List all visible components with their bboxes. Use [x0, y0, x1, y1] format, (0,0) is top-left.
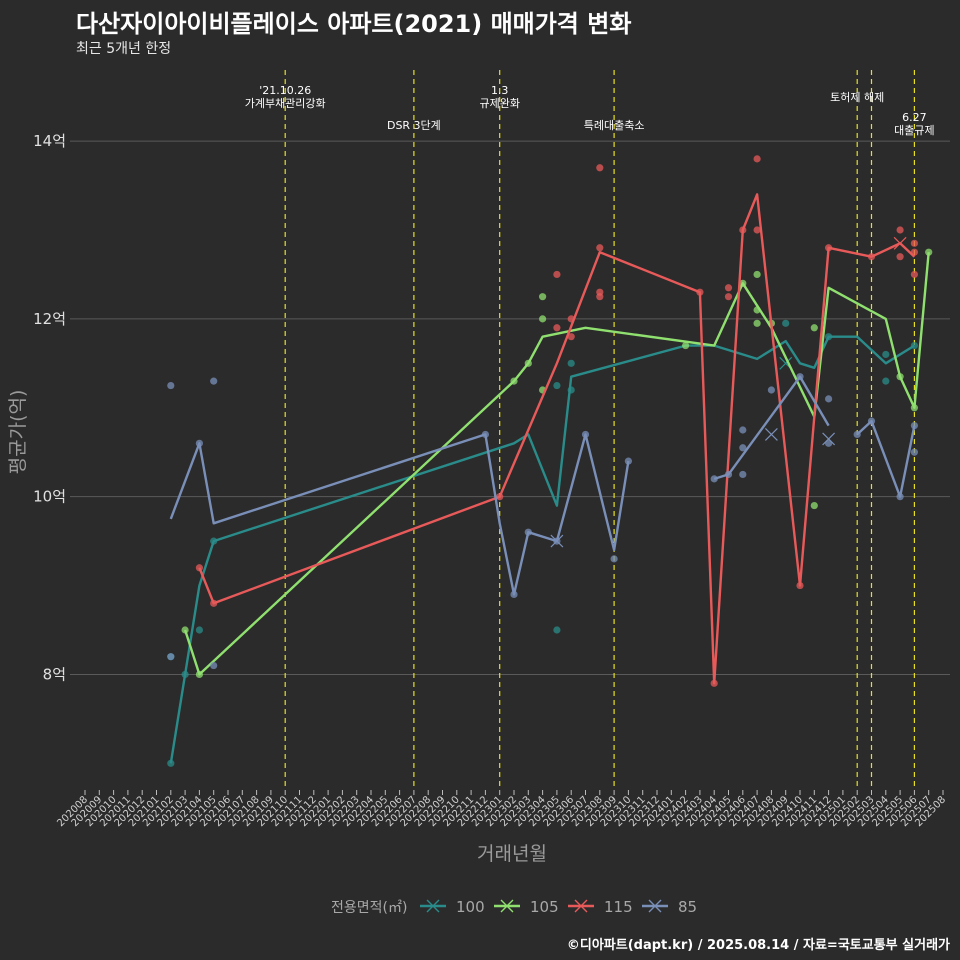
series-85 — [167, 373, 919, 670]
data-point — [167, 653, 175, 661]
legend-item-85: 85 — [642, 898, 697, 916]
data-point — [896, 253, 904, 261]
legend-swatch-cross — [574, 899, 588, 913]
data-point — [753, 319, 761, 327]
event-label: 가계부채관리강화 — [245, 97, 326, 110]
series-105 — [181, 248, 933, 679]
legend-label: 100 — [456, 898, 485, 916]
legend-item-115: 115 — [568, 898, 633, 916]
series-line — [856, 419, 916, 498]
series-line — [169, 433, 630, 596]
y-tick-label: 14억 — [33, 132, 66, 150]
data-point — [753, 226, 761, 234]
data-point — [739, 426, 747, 434]
legend-label: 115 — [604, 898, 633, 916]
data-point — [596, 164, 604, 172]
source-caption: ©디아파트(dapt.kr) / 2025.08.14 / 자료=국토교통부 실… — [566, 938, 950, 953]
event-label: 1.3 — [491, 84, 509, 97]
data-point — [210, 661, 218, 670]
data-point — [910, 421, 919, 430]
chart-subtitle: 최근 5개년 한정 — [76, 41, 172, 57]
event-label: DSR 3단계 — [387, 119, 441, 132]
data-point — [882, 350, 890, 359]
data-point — [539, 315, 547, 323]
data-point — [724, 284, 733, 292]
legend-swatch-cross — [648, 899, 662, 913]
event-label: 특례대출축소 — [584, 119, 645, 132]
median-marker — [764, 428, 778, 441]
event-label: '21.10.26 — [259, 84, 311, 97]
legend-title: 전용면적(㎡) — [331, 900, 407, 916]
data-point — [810, 501, 818, 510]
y-axis: 8억 10억 12억 14억 — [33, 132, 66, 683]
data-point — [810, 324, 818, 332]
y-tick-label: 12억 — [33, 310, 66, 328]
data-point — [553, 324, 561, 332]
data-point — [553, 270, 561, 279]
data-point — [610, 555, 618, 563]
data-point — [539, 293, 547, 301]
series-group — [167, 155, 933, 767]
event-label: 규제완화 — [479, 97, 519, 110]
series-line — [183, 252, 930, 676]
y-tick-label: 10억 — [33, 488, 66, 506]
data-point — [553, 626, 561, 634]
series-115 — [195, 155, 919, 687]
data-point — [767, 386, 776, 394]
data-point — [910, 239, 919, 247]
legend-swatch-cross — [426, 899, 440, 913]
data-point — [910, 270, 919, 279]
legend-item-100: 100 — [420, 898, 485, 916]
data-point — [567, 359, 575, 367]
data-point — [753, 155, 761, 163]
chart-title: 다산자이아이비플레이스 아파트(2021) 매매가격 변화 — [76, 10, 632, 38]
y-tick-label: 8억 — [43, 665, 66, 683]
median-marker — [822, 432, 836, 446]
data-point — [753, 270, 761, 279]
data-point — [567, 333, 575, 341]
x-axis-title: 거래년월 — [477, 843, 547, 865]
data-point — [195, 626, 203, 634]
data-point — [782, 319, 790, 327]
data-point — [896, 226, 904, 234]
event-label: 대출규제 — [894, 124, 934, 137]
data-point — [910, 448, 919, 456]
data-point — [882, 377, 890, 385]
median-marker — [893, 236, 907, 250]
data-point — [739, 470, 747, 479]
legend-label: 85 — [678, 898, 697, 916]
data-point — [167, 381, 175, 390]
grid-lines — [70, 140, 950, 675]
series-line — [713, 375, 830, 481]
y-axis-title: 평균가(억) — [7, 390, 29, 475]
legend-label: 105 — [530, 898, 559, 916]
x-axis: 2020082020092020102020112020122021012021… — [55, 790, 948, 829]
legend-item-105: 105 — [494, 898, 559, 916]
series-line — [169, 335, 916, 764]
data-point — [724, 293, 733, 301]
data-point — [825, 395, 833, 403]
legend: 전용면적(㎡) 100 105 115 85 — [331, 898, 697, 916]
series-line — [198, 193, 916, 685]
data-point — [739, 444, 747, 452]
data-point — [210, 377, 218, 385]
event-label: 토허제 해제 — [830, 90, 884, 104]
event-label: 6.27 — [902, 111, 927, 124]
median-marker — [550, 534, 564, 548]
data-point — [167, 759, 175, 767]
series-100 — [167, 319, 919, 767]
legend-swatch-cross — [500, 899, 514, 913]
data-point — [596, 293, 604, 301]
data-point — [596, 244, 604, 252]
data-point — [682, 341, 690, 350]
data-point — [553, 381, 561, 390]
